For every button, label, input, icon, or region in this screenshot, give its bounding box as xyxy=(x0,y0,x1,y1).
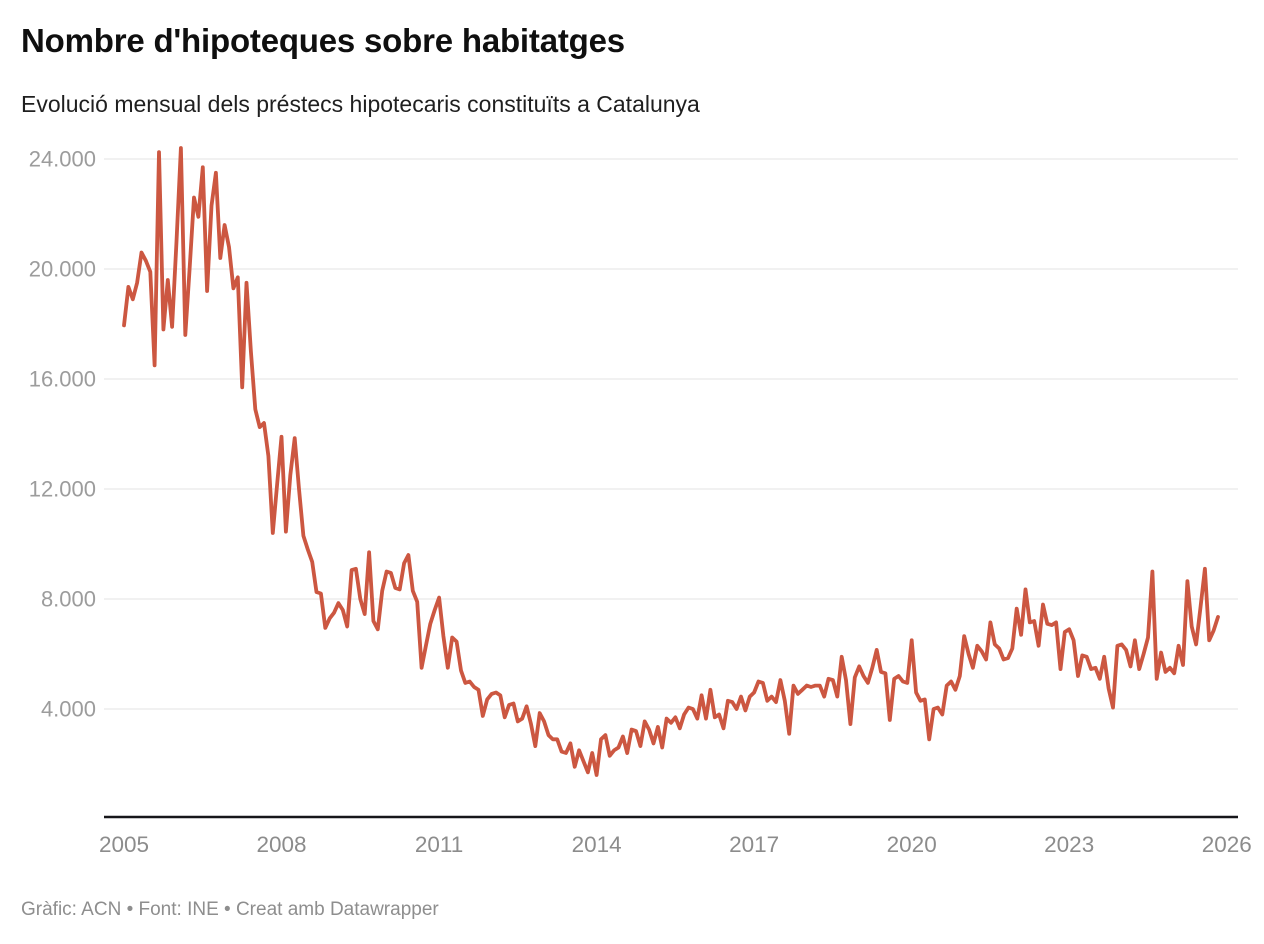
x-tick-label: 2023 xyxy=(1044,832,1094,857)
y-tick-label: 8.000 xyxy=(41,587,96,612)
x-tick-label: 2008 xyxy=(256,832,306,857)
x-tick-label: 2017 xyxy=(729,832,779,857)
chart-subtitle: Evolució mensual dels préstecs hipotecar… xyxy=(21,91,700,117)
x-tick-label: 2020 xyxy=(887,832,937,857)
y-tick-label: 4.000 xyxy=(41,697,96,722)
x-tick-label: 2005 xyxy=(99,832,149,857)
data-line-hipoteques[interactable] xyxy=(122,146,1220,777)
y-tick-label: 16.000 xyxy=(29,367,96,392)
x-tick-label: 2014 xyxy=(572,832,622,857)
plot-area[interactable] xyxy=(104,145,1238,817)
x-tick-label: 2026 xyxy=(1202,832,1252,857)
chart-credits: Gràfic: ACN • Font: INE • Creat amb Data… xyxy=(21,899,439,920)
y-tick-label: 24.000 xyxy=(29,147,96,172)
y-tick-label: 12.000 xyxy=(29,477,96,502)
chart-title: Nombre d'hipoteques sobre habitatges xyxy=(21,22,625,59)
x-tick-label: 2011 xyxy=(415,832,463,857)
y-tick-label: 20.000 xyxy=(29,257,96,282)
